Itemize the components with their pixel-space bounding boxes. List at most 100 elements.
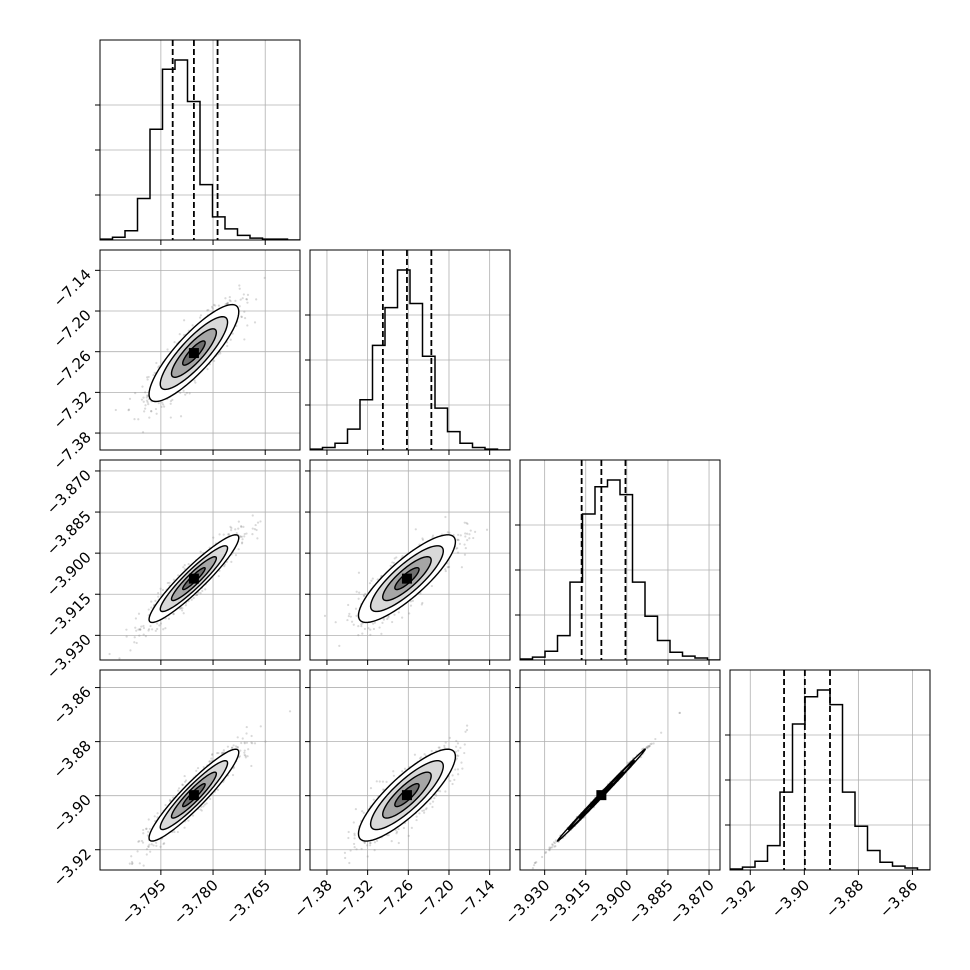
- sample-point: [367, 627, 370, 630]
- sample-point: [444, 515, 447, 519]
- sample-point: [431, 805, 434, 809]
- sample-point: [264, 740, 267, 743]
- sample-point: [240, 524, 243, 528]
- sample-point: [463, 751, 466, 755]
- sample-point: [366, 855, 369, 858]
- sample-point: [145, 399, 149, 402]
- sample-point: [222, 749, 225, 752]
- sample-point: [463, 543, 466, 546]
- sample-point: [343, 851, 347, 854]
- sample-point: [147, 628, 151, 631]
- sample-point: [372, 622, 375, 625]
- sample-point: [361, 810, 364, 813]
- sample-point: [461, 767, 464, 770]
- sample-point: [369, 841, 372, 845]
- sample-point: [246, 301, 249, 304]
- sample-point: [547, 848, 551, 851]
- sample-point: [444, 568, 447, 571]
- sample-point: [368, 842, 372, 845]
- scatter-panel-3-1: −7.38−7.32−7.26−7.20−7.14: [291, 669, 511, 921]
- sample-point: [226, 301, 229, 304]
- sample-point: [444, 569, 447, 573]
- sample-point: [457, 754, 460, 758]
- sample-point: [143, 410, 146, 413]
- sample-point: [146, 834, 150, 837]
- sample-point: [179, 391, 182, 394]
- sample-point: [162, 628, 165, 631]
- sample-point: [253, 321, 257, 324]
- sample-point: [354, 807, 357, 811]
- sample-point: [225, 302, 228, 305]
- sample-point: [346, 618, 349, 622]
- sample-point: [224, 303, 227, 306]
- sample-point: [146, 394, 149, 397]
- panel-frame: [309, 459, 511, 661]
- sample-point: [155, 844, 158, 847]
- sample-point: [236, 746, 240, 749]
- y-tick-label: −3.870: [43, 466, 95, 518]
- sample-point: [373, 849, 376, 852]
- sample-point: [348, 861, 351, 865]
- sample-point: [544, 851, 548, 854]
- sample-point: [551, 846, 554, 849]
- sample-point: [372, 627, 376, 631]
- sample-point: [157, 595, 160, 598]
- sample-point: [179, 607, 182, 610]
- sample-point: [177, 574, 180, 577]
- sample-point: [244, 754, 247, 757]
- sample-point: [443, 746, 446, 749]
- sample-point: [363, 627, 366, 631]
- sample-point: [430, 749, 433, 753]
- scatter-points: [108, 514, 262, 660]
- sample-point: [214, 304, 217, 307]
- sample-point: [217, 304, 221, 307]
- sample-point: [415, 818, 418, 822]
- sample-point: [125, 628, 128, 631]
- sample-point: [199, 550, 202, 553]
- sample-point: [182, 566, 185, 569]
- sample-point: [420, 603, 423, 606]
- sample-point: [363, 594, 366, 597]
- sample-point: [181, 783, 184, 787]
- sample-point: [466, 539, 469, 542]
- sample-point: [173, 341, 176, 344]
- sample-point: [393, 613, 396, 616]
- sample-point: [144, 635, 147, 638]
- sample-point: [421, 538, 425, 541]
- sample-point: [108, 652, 111, 656]
- sample-point: [182, 334, 186, 337]
- sample-point: [465, 521, 468, 525]
- sample-point: [226, 301, 229, 305]
- sample-point: [435, 794, 438, 797]
- sample-point: [392, 561, 396, 564]
- sample-point: [148, 416, 151, 419]
- sample-point: [181, 607, 184, 610]
- sample-point: [188, 392, 191, 395]
- sample-point: [245, 532, 248, 535]
- sample-point: [212, 303, 216, 306]
- y-tick-label: −3.88: [50, 737, 95, 782]
- sample-point: [541, 855, 544, 859]
- sample-point: [147, 830, 150, 833]
- sample-point: [243, 742, 246, 745]
- y-tick-label: −7.20: [50, 306, 95, 351]
- sample-point: [468, 537, 471, 540]
- panel-frame: [99, 459, 301, 661]
- sample-point: [151, 628, 154, 631]
- scatter-points: [531, 711, 682, 870]
- sample-point: [678, 711, 681, 715]
- sample-point: [179, 415, 183, 418]
- sample-point: [459, 746, 462, 749]
- scatter-panel-2-1: [305, 459, 511, 665]
- sample-point: [217, 751, 220, 755]
- sample-point: [137, 418, 140, 421]
- sample-point: [364, 592, 367, 595]
- sample-point: [409, 604, 413, 607]
- sample-point: [173, 830, 176, 834]
- sample-point: [344, 856, 347, 860]
- y-tick-label: −7.38: [50, 428, 95, 473]
- sample-point: [242, 293, 245, 296]
- sample-point: [431, 536, 434, 539]
- sample-point: [460, 761, 463, 764]
- sample-point: [153, 371, 156, 374]
